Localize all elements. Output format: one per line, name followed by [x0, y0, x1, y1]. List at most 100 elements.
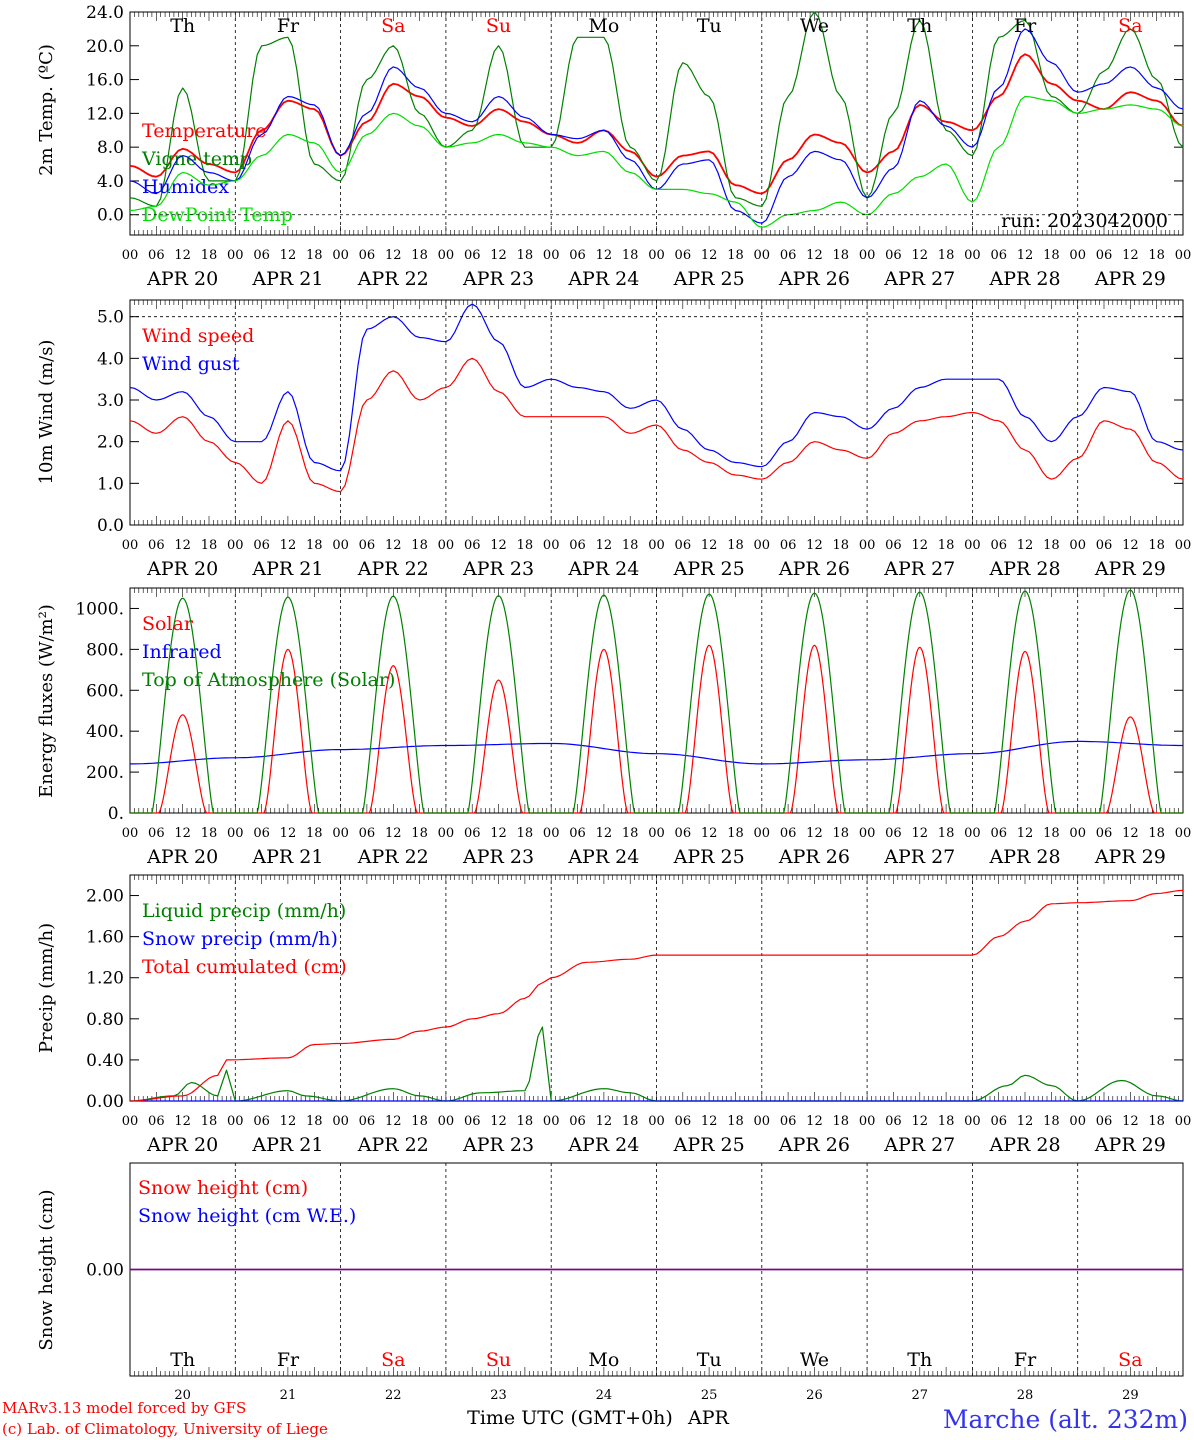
weekday-label: Th: [907, 1349, 932, 1371]
hour-tick-label: 18: [727, 248, 744, 263]
hour-tick-label: 18: [517, 248, 534, 263]
day-number-label: 20: [174, 1388, 191, 1403]
hour-tick-label: 06: [569, 248, 586, 263]
hour-tick-label: 06: [780, 826, 797, 841]
hour-tick-label: 06: [1096, 248, 1113, 263]
station-label: Marche (alt. 232m): [943, 1405, 1188, 1434]
hour-tick-label: 06: [675, 538, 692, 553]
weekday-label: Su: [486, 1349, 511, 1371]
hour-tick-label: 18: [411, 826, 428, 841]
hour-tick-label: 06: [359, 538, 376, 553]
month-label: APR: [687, 1407, 730, 1429]
hour-tick-label: 00: [122, 826, 139, 841]
hour-tick-label: 18: [622, 826, 639, 841]
y-tick-label: 20.0: [86, 37, 124, 57]
hour-tick-label: 06: [885, 538, 902, 553]
date-label: APR 28: [989, 268, 1061, 290]
date-label: APR 29: [1094, 1134, 1166, 1156]
series-total-cumulated-cm-: [129, 889, 1184, 1102]
date-label: APR 21: [251, 558, 323, 580]
hour-tick-label: 12: [1122, 826, 1139, 841]
hour-tick-label: 06: [675, 826, 692, 841]
legend-entry: Liquid precip (mm/h): [142, 900, 346, 922]
hour-tick-label: 18: [1043, 248, 1060, 263]
hour-tick-label: 06: [464, 826, 481, 841]
y-tick-label: 0.00: [86, 1092, 124, 1112]
y-tick-label: 16.0: [86, 71, 124, 91]
hour-tick-label: 18: [306, 538, 323, 553]
y-axis-label: 2m Temp. (ºC): [36, 44, 57, 176]
legend-entry: Snow height (cm W.E.): [138, 1205, 356, 1227]
y-tick-label: 1.0: [97, 474, 124, 494]
date-label: APR 23: [462, 268, 534, 290]
tick-marks: [129, 588, 1184, 813]
date-label: APR 29: [1094, 268, 1166, 290]
y-tick-label: 4.0: [97, 172, 124, 192]
date-label: APR 21: [251, 846, 323, 868]
hour-tick-label: 06: [990, 1114, 1007, 1129]
hour-tick-label: 12: [701, 826, 718, 841]
hour-tick-label: 06: [359, 826, 376, 841]
hour-tick-label: 12: [596, 538, 613, 553]
hour-tick-label: 12: [385, 826, 402, 841]
y-tick-label: 3.0: [97, 391, 124, 411]
hour-tick-label: 12: [596, 248, 613, 263]
tick-marks: [129, 12, 1184, 235]
hour-tick-label: 00: [1069, 248, 1086, 263]
hour-tick-label: 12: [1017, 1114, 1034, 1129]
date-label: APR 24: [567, 1134, 639, 1156]
y-tick-label: 0.40: [86, 1051, 124, 1071]
legend-entry: DewPoint Temp: [142, 204, 293, 226]
hour-tick-label: 00: [754, 1114, 771, 1129]
hour-tick-label: 18: [938, 538, 955, 553]
weekday-label: Sa: [381, 15, 405, 37]
plot-frame: [129, 299, 1184, 526]
hour-tick-label: 00: [438, 538, 455, 553]
hour-tick-label: 12: [280, 1114, 297, 1129]
hour-tick-label: 06: [780, 1114, 797, 1129]
y-tick-label: 8.0: [97, 138, 124, 158]
hour-tick-label: 06: [780, 248, 797, 263]
hour-tick-label: 12: [1017, 826, 1034, 841]
hour-tick-label: 06: [990, 826, 1007, 841]
hour-tick-label: 12: [911, 248, 928, 263]
hour-tick-label: 12: [174, 1114, 191, 1129]
hour-tick-label: 18: [622, 248, 639, 263]
weekday-label: Fr: [1014, 15, 1037, 37]
hour-tick-label: 06: [1096, 538, 1113, 553]
hour-tick-label: 12: [701, 538, 718, 553]
credit-line-1: MARv3.13 model forced by GFS: [2, 1399, 246, 1417]
date-label: APR 20: [146, 268, 218, 290]
hour-tick-label: 18: [727, 1114, 744, 1129]
hour-tick-label: 00: [122, 1114, 139, 1129]
weekday-label: Tu: [697, 1349, 722, 1371]
weekday-label: Sa: [1118, 1349, 1142, 1371]
hour-tick-label: 00: [859, 248, 876, 263]
day-number-label: 21: [280, 1388, 297, 1403]
hour-tick-label: 12: [806, 826, 823, 841]
hour-tick-label: 18: [1043, 1114, 1060, 1129]
tick-marks: [129, 300, 1184, 525]
panel-4: 0.00 0.40 0.80 1.20 1.60 2.00 Precip (mm/h) 00 0…: [36, 874, 1191, 1156]
hour-tick-label: 18: [411, 538, 428, 553]
hour-tick-label: 18: [1148, 248, 1165, 263]
hour-tick-label: 12: [1122, 1114, 1139, 1129]
hour-tick-label: 12: [701, 248, 718, 263]
hour-tick-label: 12: [596, 1114, 613, 1129]
hour-tick-label: 06: [253, 1114, 270, 1129]
hour-tick-label: 00: [543, 1114, 560, 1129]
tick-marks: [129, 875, 1184, 1101]
series-infrared: [130, 740, 1183, 765]
hour-tick-label: 18: [833, 1114, 850, 1129]
date-label: APR 23: [462, 846, 534, 868]
y-tick-label: 400.: [86, 722, 124, 742]
date-label: APR 28: [989, 558, 1061, 580]
hour-tick-label: 12: [385, 538, 402, 553]
hour-tick-label: 06: [464, 248, 481, 263]
y-axis-label: Energy fluxes (W/m²): [36, 604, 57, 798]
hour-tick-label: 12: [806, 248, 823, 263]
series-temperature: [129, 53, 1184, 195]
y-tick-label: 200.: [86, 763, 124, 783]
hour-tick-label: 06: [464, 538, 481, 553]
y-tick-label: 12.0: [86, 104, 124, 124]
